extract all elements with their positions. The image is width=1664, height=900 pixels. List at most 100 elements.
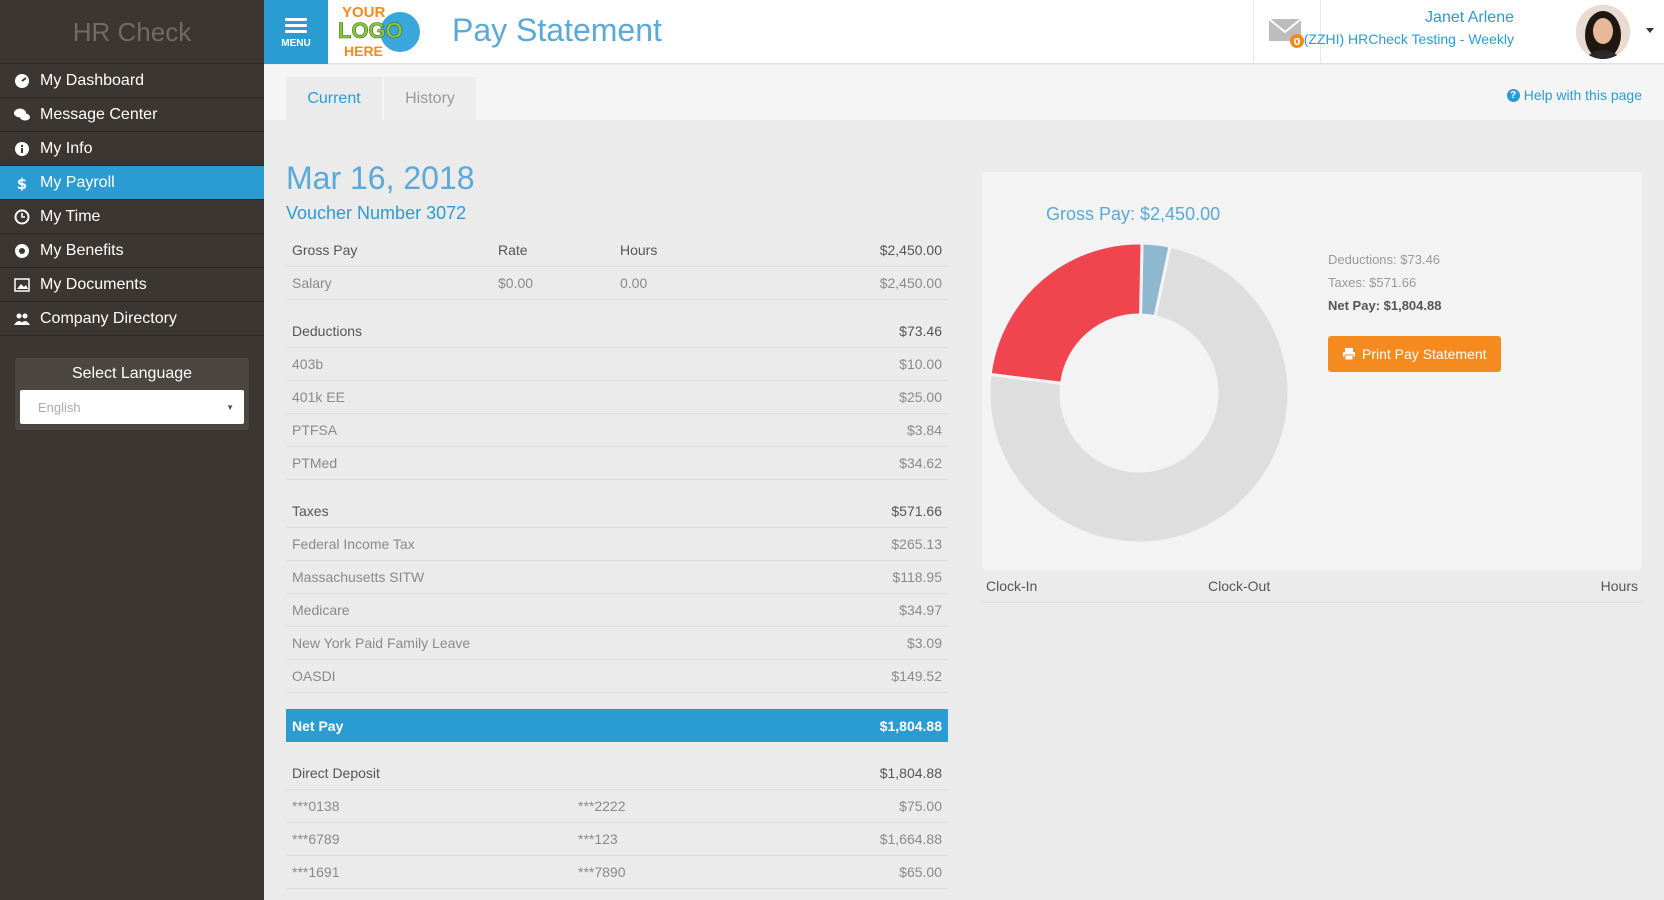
mail-badge: 0 [1294,37,1301,48]
tax-amount: $34.97 [899,602,942,618]
deduction-label: PTMed [292,455,338,471]
logo-line-3: HERE [344,43,383,59]
info-icon [12,139,32,159]
direct-deposit-label: Direct Deposit [292,765,380,781]
sidebar-item-my-time[interactable]: My Time [0,200,264,234]
sidebar-item-label: My Dashboard [40,71,145,89]
net-pay-label: Net Pay [292,717,344,734]
tax-amount: $118.95 [892,569,942,585]
language-box: Select Language English ▼ [15,358,249,430]
time-table-header: Clock-In Clock-Out Hours [982,570,1642,603]
chart-title: Gross Pay: $2,450.00 [1046,204,1221,224]
tab-bar: Current History ? Help with this page [264,65,1664,120]
dollar-icon: $ [12,173,32,193]
taxes-header: Taxes $571.66 [286,495,948,528]
svg-text:$: $ [17,175,27,191]
help-label: Help with this page [1523,87,1642,103]
sidebar-item-label: Message Center [40,105,158,123]
sidebar-item-label: My Time [40,207,101,225]
deposit-amount: $1,664.88 [879,831,942,847]
messages-button[interactable]: 0 [1253,0,1321,64]
deposit-account: ***6789 [292,831,340,847]
tab-history[interactable]: History [384,77,476,120]
sidebar-item-my-documents[interactable]: My Documents [0,268,264,302]
earning-rate: $0.00 [498,275,534,291]
legend-deductions: Deductions: $73.46 [1328,252,1441,267]
deduction-amount: $3.84 [906,422,942,438]
hamburger-icon [285,15,307,36]
deduction-label: PTFSA [292,422,338,438]
sidebar-item-company-directory[interactable]: Company Directory [0,302,264,336]
question-icon: ? [1506,88,1520,102]
deduction-amount: $34.62 [899,455,942,471]
deposit-routing: ***7890 [578,864,626,880]
tax-label: OASDI [292,668,336,684]
table-row: New York Paid Family Leave $3.09 [286,627,948,660]
direct-deposit-header: Direct Deposit $1,804.88 [286,757,948,790]
taxes-label: Taxes [292,503,329,519]
logo-line-1: YOUR [342,4,386,21]
menu-button[interactable]: MENU [264,0,328,64]
deposit-account: ***0138 [292,798,340,814]
sidebar-item-my-payroll[interactable]: $ My Payroll [0,166,264,200]
logo-line-2: LOGO [338,18,403,43]
tax-amount: $265.13 [891,536,942,552]
help-link[interactable]: ? Help with this page [1506,87,1642,103]
user-info[interactable]: Janet Arlene (ZZHI) HRCheck Testing - We… [1304,9,1514,47]
deduction-amount: $10.00 [899,356,942,372]
user-name: Janet Arlene [1425,9,1514,26]
print-pay-statement-button[interactable]: Print Pay Statement [1328,336,1501,372]
menu-label: MENU [281,38,311,49]
deductions-label: Deductions [292,323,363,339]
chart-legend: Deductions: $73.46 Taxes: $571.66 Net Pa… [1328,248,1441,317]
company-logo: YOUR LOGO HERE [338,4,420,59]
sidebar-item-dashboard[interactable]: My Dashboard [0,64,264,98]
table-row: 401k EE $25.00 [286,381,948,414]
hours-label: Hours [620,242,658,258]
tab-current[interactable]: Current [286,77,382,120]
earning-label: Salary [292,275,332,291]
table-row: PTMed $34.62 [286,447,948,480]
deposit-routing: ***2222 [578,798,626,814]
taxes-total: $571.66 [891,503,942,519]
users-icon [12,309,32,329]
legend-taxes: Taxes: $571.66 [1328,275,1417,290]
deduction-label: 403b [292,356,324,372]
envelope-icon: 0 [1268,18,1304,48]
sidebar-item-label: My Info [40,139,93,157]
earning-amount: $2,450.00 [879,275,942,291]
user-company: (ZZHI) HRCheck Testing - Weekly [1303,31,1514,47]
language-select[interactable]: English ▼ [20,390,244,424]
tax-label: Massachusetts SITW [292,569,425,585]
earning-hours: 0.00 [620,275,648,291]
clock-icon [12,207,32,227]
image-icon [12,275,32,295]
sidebar-item-label: Company Directory [40,309,177,327]
deductions-total: $73.46 [899,323,942,339]
sidebar-item-message-center[interactable]: Message Center [0,98,264,132]
clock-in-header: Clock-In [986,578,1038,594]
sidebar: HR Check My Dashboard Message Center My … [0,0,264,900]
sidebar-item-my-info[interactable]: My Info [0,132,264,166]
user-menu-caret[interactable] [1646,28,1654,33]
gross-total: $2,450.00 [879,242,942,258]
sidebar-item-label: My Benefits [40,241,124,259]
deductions-header: Deductions $73.46 [286,315,948,348]
gross-pay-header: Gross Pay Rate Hours $2,450.00 [286,234,948,267]
tax-label: New York Paid Family Leave [292,635,471,651]
dashboard-icon [12,71,32,91]
tax-amount: $3.09 [906,635,942,651]
table-row: 403b $10.00 [286,348,948,381]
top-header: MENU YOUR LOGO HERE Pay Statement 0 Jane… [264,0,1664,64]
deposit-amount: $75.00 [899,798,942,814]
print-label: Print Pay Statement [1362,346,1487,362]
tax-label: Medicare [292,602,350,618]
deduction-amount: $25.00 [899,389,942,405]
gross-label: Gross Pay [292,242,358,258]
net-pay-amount: $1,804.88 [879,717,942,734]
statement-date: Mar 16, 2018 [286,160,475,196]
avatar[interactable] [1576,5,1630,59]
sidebar-item-my-benefits[interactable]: My Benefits [0,234,264,268]
deposit-amount: $65.00 [899,864,942,880]
table-row: Massachusetts SITW $118.95 [286,561,948,594]
